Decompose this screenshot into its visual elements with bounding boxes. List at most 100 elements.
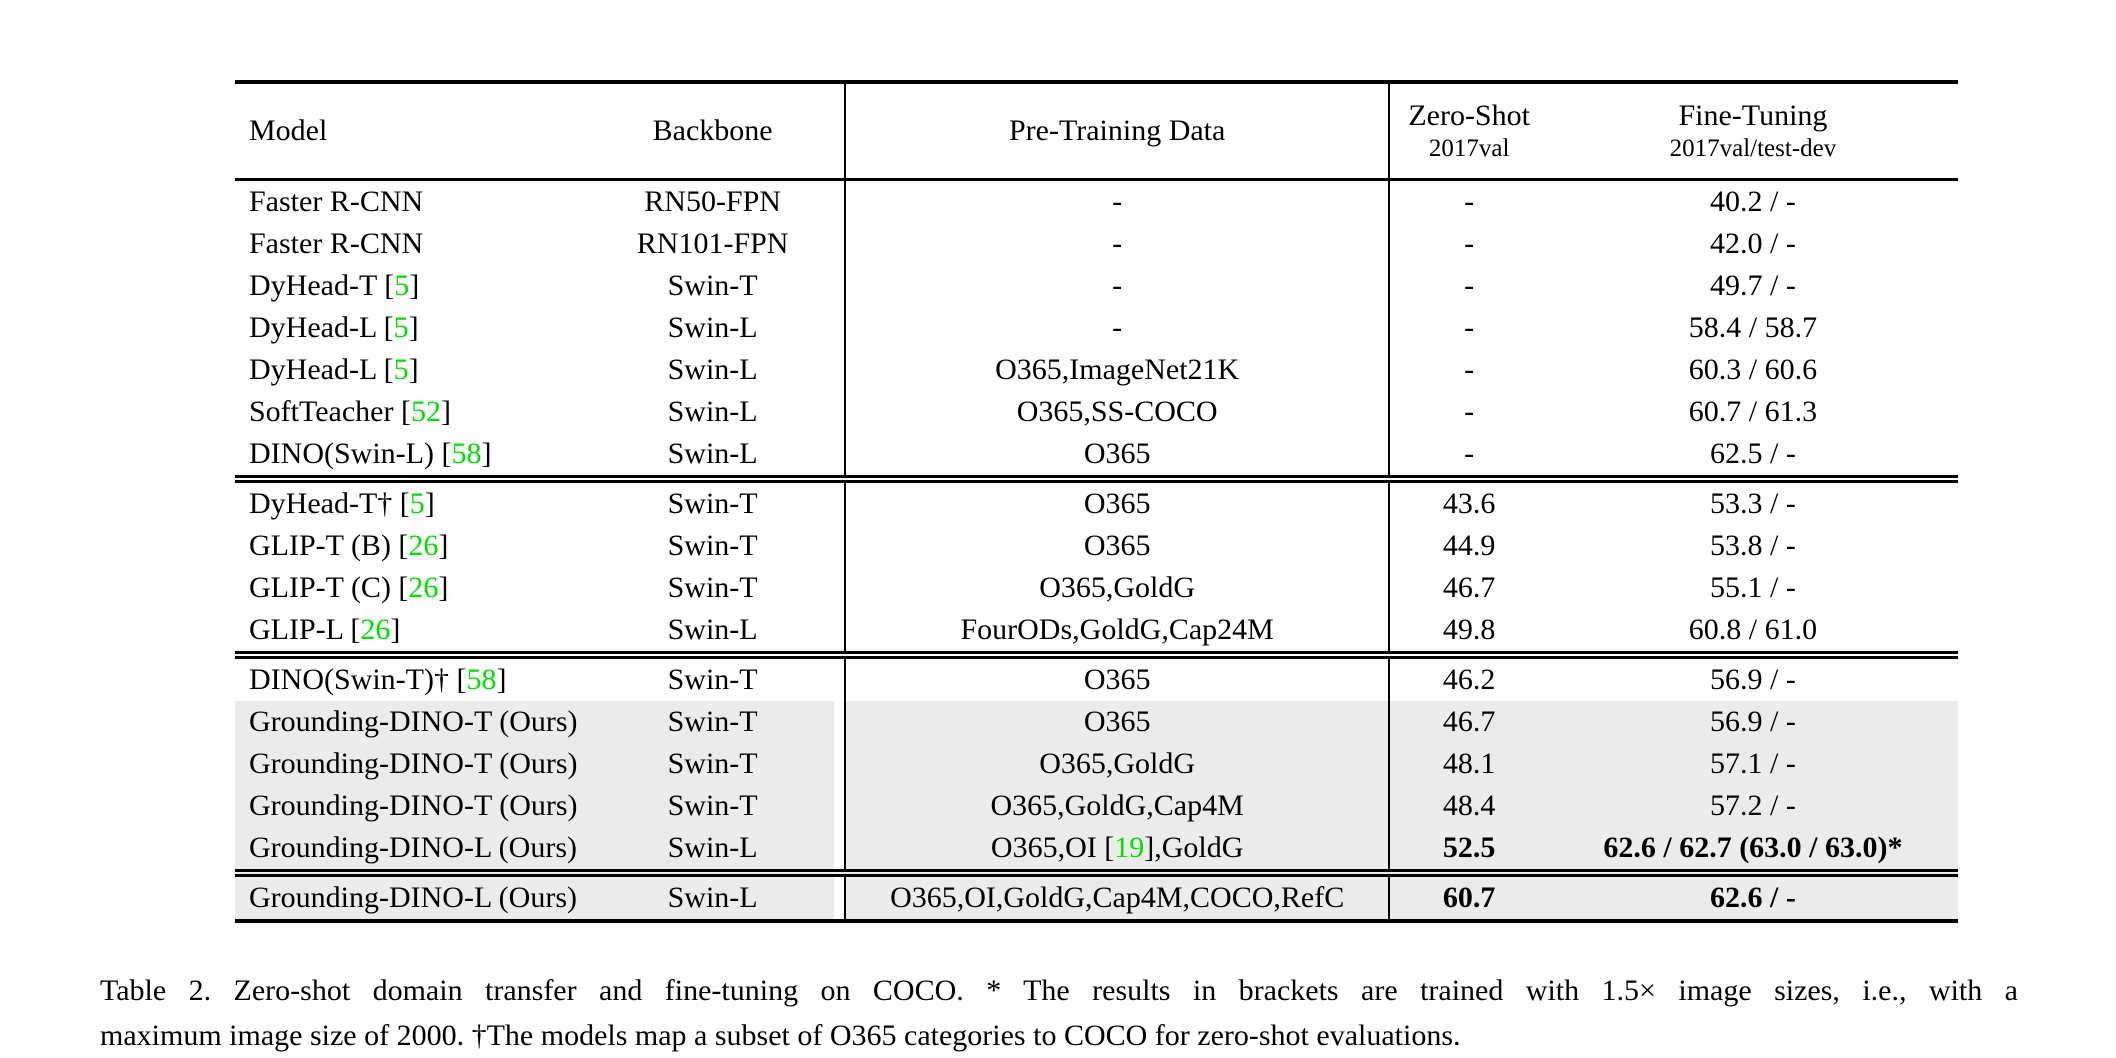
cell-fine-tuning: 42.0 / -: [1710, 227, 1796, 260]
cell-backbone: Swin-L: [581, 827, 845, 873]
citation-number: 58: [466, 663, 497, 696]
table-row: DyHead-L [5] Swin-L - - 58.4 / 58.7: [235, 307, 1958, 349]
cell-backbone: Swin-L: [667, 437, 758, 470]
column-header-label: Zero-Shot: [1408, 99, 1530, 132]
table-row: Grounding-DINO-L (Ours) Swin-L O365,OI,Gol…: [235, 873, 1958, 921]
citation-number: 19: [1114, 831, 1145, 864]
citation-number: 52: [410, 395, 441, 428]
cell-model: Grounding-DINO-T (Ours): [235, 785, 582, 827]
cell-model: DyHead-L [5]: [249, 311, 419, 344]
cell-model: SoftTeacher [52]: [249, 395, 451, 428]
cell-backbone: Swin-T: [581, 785, 845, 827]
cell-pretraining-data: -: [843, 307, 1390, 349]
cell-pretraining-data: O365,OI [19],GoldG: [843, 827, 1390, 873]
cell-zero-shot: -: [1388, 223, 1548, 265]
table-row: DINO(Swin-T)† [58] Swin-T O365 46.2 56.9 / -: [235, 655, 1958, 701]
cell-pretraining-data: O365: [843, 433, 1390, 479]
cell-model: Grounding-DINO-T (Ours): [235, 743, 582, 785]
column-header-model: Model: [235, 82, 581, 180]
cell-backbone: Swin-T: [667, 529, 758, 562]
cell-fine-tuning: 56.9 / -: [1710, 663, 1796, 696]
cell-model: Grounding-DINO-T (Ours): [235, 701, 582, 743]
table-row: DINO(Swin-L) [58] Swin-L O365- 62.5 / -: [235, 433, 1958, 479]
cell-zero-shot: -: [1388, 391, 1548, 433]
cell-backbone: RN101-FPN: [636, 227, 789, 260]
table-row: GLIP-L [26] Swin-L FourODs,GoldG,Cap24M 49.…: [235, 609, 1958, 655]
cell-model: Grounding-DINO-L (Ours): [235, 827, 582, 873]
table-section: DyHead-T† [5] Swin-T O365 43.6 53.3 / - GLIP-…: [235, 479, 1958, 655]
cell-fine-tuning: 53.3 / -: [1710, 487, 1796, 520]
cell-pretraining-data: O365,GoldG: [843, 743, 1390, 785]
cell-zero-shot: 48.1: [1388, 743, 1548, 785]
table-row: GLIP-T (B) [26] Swin-T O365 44.9 53.8 / -: [235, 525, 1958, 567]
cell-zero-shot: 60.7: [1388, 873, 1548, 921]
cell-model: DyHead-L [5]: [249, 353, 419, 386]
cell-backbone: Swin-T: [667, 269, 758, 302]
cell-backbone: Swin-T: [581, 743, 845, 785]
cell-pretraining-data: O365: [843, 701, 1390, 743]
citation-number: 58: [451, 437, 482, 470]
cell-model: GLIP-L [26]: [249, 613, 401, 646]
column-header-sublabel: 2017val: [1428, 135, 1510, 162]
cell-pretraining-data: -: [843, 265, 1390, 307]
cell-fine-tuning: 57.1 / -: [1547, 743, 1958, 785]
cell-pretraining-data: -: [843, 223, 1390, 265]
cell-pretraining-data: O365,GoldG: [843, 567, 1390, 609]
table-row: DyHead-L [5] Swin-L O365,ImageNet21K - 60.3 …: [235, 349, 1958, 391]
cell-fine-tuning: 49.7 / -: [1710, 269, 1796, 302]
cell-pretraining-data: -: [843, 179, 1390, 223]
cell-zero-shot: 46.7: [1388, 567, 1548, 609]
citation-number: 5: [393, 353, 409, 386]
cell-backbone: Swin-T: [581, 701, 845, 743]
table-row: Grounding-DINO-T (Ours) Swin-T O365 46.7 56.…: [235, 701, 1958, 743]
cell-pretraining-data: O365,SS-COCO: [843, 391, 1390, 433]
cell-zero-shot: -: [1388, 349, 1548, 391]
table-row: Faster R-CNN RN101-FPN - - 42.0 / -: [235, 223, 1958, 265]
column-header-label: Pre-Training Data: [1008, 114, 1226, 147]
cell-fine-tuning: 62.6 / 62.7 (63.0 / 63.0)*: [1547, 827, 1958, 873]
cell-model: DINO(Swin-T)† [58]: [249, 663, 507, 696]
cell-fine-tuning: 55.1 / -: [1710, 571, 1796, 604]
cell-fine-tuning: 60.8 / 61.0: [1688, 613, 1818, 646]
cell-backbone: Swin-L: [581, 873, 845, 921]
cell-model: DINO(Swin-L) [58]: [249, 437, 492, 470]
cell-fine-tuning: 40.2 / -: [1710, 185, 1796, 218]
cell-fine-tuning: 60.3 / 60.6: [1688, 353, 1818, 386]
cell-backbone: Swin-L: [667, 353, 758, 386]
cell-zero-shot: 43.6: [1388, 479, 1548, 525]
table-caption: Table 2. Zero-shot domain transfer and f…: [100, 968, 2018, 1058]
cell-zero-shot: 44.9: [1388, 525, 1548, 567]
cell-backbone: Swin-L: [667, 311, 758, 344]
table-row: Faster R-CNN RN50-FPN - - 40.2 / -: [235, 179, 1958, 223]
cell-pretraining-data: O365,GoldG,Cap4M: [843, 785, 1390, 827]
cell-zero-shot: -: [1388, 179, 1548, 223]
column-header-label: Fine-Tuning: [1678, 99, 1828, 132]
column-header-fine-tuning: Fine-Tuning 2017val/test-dev: [1548, 82, 1958, 180]
cell-pretraining-data: O365: [843, 525, 1390, 567]
table-row: SoftTeacher [52] Swin-L O365,SS-COCO - 60.7 …: [235, 391, 1958, 433]
cell-pretraining-data: O365: [843, 479, 1390, 525]
table-row: Grounding-DINO-T (Ours) Swin-T O365,GoldG 4…: [235, 743, 1958, 785]
cell-model: Faster R-CNN: [249, 227, 424, 260]
table-row: Grounding-DINO-L (Ours) Swin-L O365,OI [19…: [235, 827, 1958, 873]
cell-model: GLIP-T (C) [26]: [249, 571, 449, 604]
cell-zero-shot: 48.4: [1388, 785, 1548, 827]
caption-line: maximum image size of 2000. †The models …: [100, 1019, 1461, 1052]
table-header: Model Backbone Pre-Training Data Zero-Sh…: [235, 82, 1958, 180]
column-header-sublabel: 2017val/test-dev: [1669, 135, 1837, 162]
cell-zero-shot: 49.8: [1388, 609, 1548, 655]
cell-pretraining-data: FourODs,GoldG,Cap24M: [843, 609, 1390, 655]
cell-backbone: Swin-L: [667, 613, 758, 646]
table-row: DyHead-T [5] Swin-T - - 49.7 / -: [235, 265, 1958, 307]
cell-model: DyHead-T† [5]: [249, 487, 435, 520]
column-header-zero-shot: Zero-Shot 2017val: [1388, 82, 1548, 180]
column-header-pretraining-data: Pre-Training Data: [843, 82, 1390, 180]
header-row: Model Backbone Pre-Training Data Zero-Sh…: [235, 82, 1958, 180]
cell-backbone: Swin-L: [667, 395, 758, 428]
cell-pretraining-data: O365,ImageNet21K: [843, 349, 1390, 391]
cell-model: DyHead-T [5]: [249, 269, 420, 302]
citation-number: 26: [408, 571, 439, 604]
caption-line: Table 2. Zero-shot domain transfer and f…: [100, 974, 2018, 1007]
cell-backbone: Swin-T: [667, 571, 758, 604]
cell-model: GLIP-T (B) [26]: [249, 529, 449, 562]
